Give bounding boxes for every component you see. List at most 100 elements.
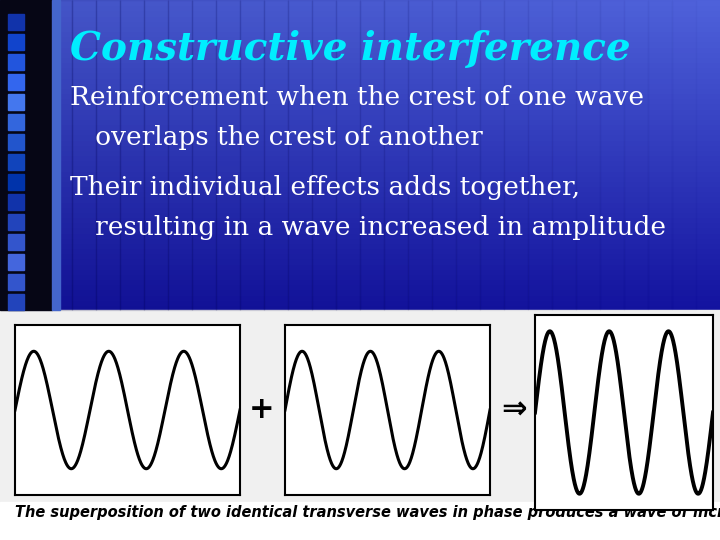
Bar: [0, 92, 720, 98]
Bar: [0, 226, 720, 233]
Bar: [528, 0, 552, 310]
Bar: [8, 214, 24, 230]
Bar: [480, 0, 504, 310]
Bar: [8, 34, 24, 50]
Bar: [288, 0, 312, 310]
Bar: [360, 0, 384, 310]
Bar: [8, 254, 24, 270]
Bar: [0, 288, 720, 294]
Text: ⇒: ⇒: [501, 395, 527, 424]
Bar: [0, 247, 720, 253]
Bar: [0, 128, 720, 134]
Bar: [8, 114, 24, 130]
Bar: [624, 0, 648, 310]
Bar: [0, 221, 720, 227]
Bar: [0, 268, 720, 274]
Bar: [0, 190, 720, 197]
Bar: [0, 237, 720, 243]
Bar: [384, 0, 408, 310]
Bar: [0, 87, 720, 93]
Bar: [24, 0, 48, 310]
Bar: [72, 0, 96, 310]
Bar: [0, 258, 720, 264]
Bar: [0, 19, 720, 26]
Bar: [8, 154, 24, 170]
Bar: [0, 149, 720, 155]
Bar: [96, 0, 120, 310]
Bar: [216, 0, 240, 310]
Bar: [0, 82, 720, 88]
Bar: [0, 61, 720, 67]
Bar: [0, 299, 720, 305]
Bar: [8, 134, 24, 150]
Bar: [672, 0, 696, 310]
Bar: [432, 0, 456, 310]
Bar: [0, 206, 720, 212]
Bar: [0, 45, 720, 52]
Bar: [192, 0, 216, 310]
Text: Their individual effects adds together,: Their individual effects adds together,: [70, 175, 580, 200]
Bar: [648, 0, 672, 310]
Bar: [504, 0, 528, 310]
Bar: [0, 154, 720, 160]
Bar: [0, 118, 720, 124]
Bar: [0, 252, 720, 258]
Bar: [0, 304, 720, 310]
Bar: [0, 9, 720, 16]
Bar: [8, 174, 24, 190]
Bar: [0, 232, 720, 238]
Bar: [0, 180, 720, 186]
Bar: [8, 14, 24, 30]
Bar: [0, 283, 720, 289]
Bar: [8, 54, 24, 70]
Bar: [0, 0, 52, 310]
Bar: [696, 0, 720, 310]
Bar: [8, 274, 24, 290]
Bar: [240, 0, 264, 310]
Bar: [0, 15, 720, 21]
Bar: [8, 194, 24, 210]
Text: Reinforcement when the crest of one wave: Reinforcement when the crest of one wave: [70, 85, 644, 110]
Bar: [0, 103, 720, 109]
Bar: [456, 0, 480, 310]
Bar: [0, 97, 720, 103]
Text: resulting in a wave increased in amplitude: resulting in a wave increased in amplitu…: [70, 215, 666, 240]
Text: +: +: [249, 395, 275, 424]
Bar: [8, 94, 24, 110]
Bar: [8, 294, 24, 310]
Bar: [0, 262, 720, 269]
Bar: [0, 278, 720, 284]
Bar: [120, 0, 144, 310]
Bar: [600, 0, 624, 310]
Bar: [0, 113, 720, 119]
Bar: [52, 0, 60, 310]
Text: The superposition of two identical transverse waves in phase produces a wave of : The superposition of two identical trans…: [15, 505, 720, 520]
Bar: [0, 4, 720, 10]
Bar: [0, 77, 720, 83]
Bar: [0, 25, 720, 31]
Bar: [0, 174, 720, 181]
Bar: [408, 0, 432, 310]
Bar: [0, 30, 720, 36]
Bar: [0, 310, 720, 540]
Bar: [168, 0, 192, 310]
Bar: [0, 0, 24, 310]
Bar: [0, 35, 720, 42]
Bar: [0, 195, 720, 201]
Bar: [0, 211, 720, 217]
Bar: [0, 107, 720, 113]
Bar: [0, 66, 720, 72]
Bar: [0, 40, 720, 46]
Bar: [0, 164, 720, 171]
Bar: [0, 0, 720, 5]
Bar: [0, 159, 720, 165]
Bar: [264, 0, 288, 310]
Bar: [0, 56, 720, 62]
Bar: [552, 0, 576, 310]
Bar: [0, 133, 720, 139]
Bar: [8, 234, 24, 250]
Bar: [0, 185, 720, 191]
Text: Constructive interference: Constructive interference: [70, 30, 631, 68]
Bar: [0, 200, 720, 207]
Bar: [0, 71, 720, 78]
